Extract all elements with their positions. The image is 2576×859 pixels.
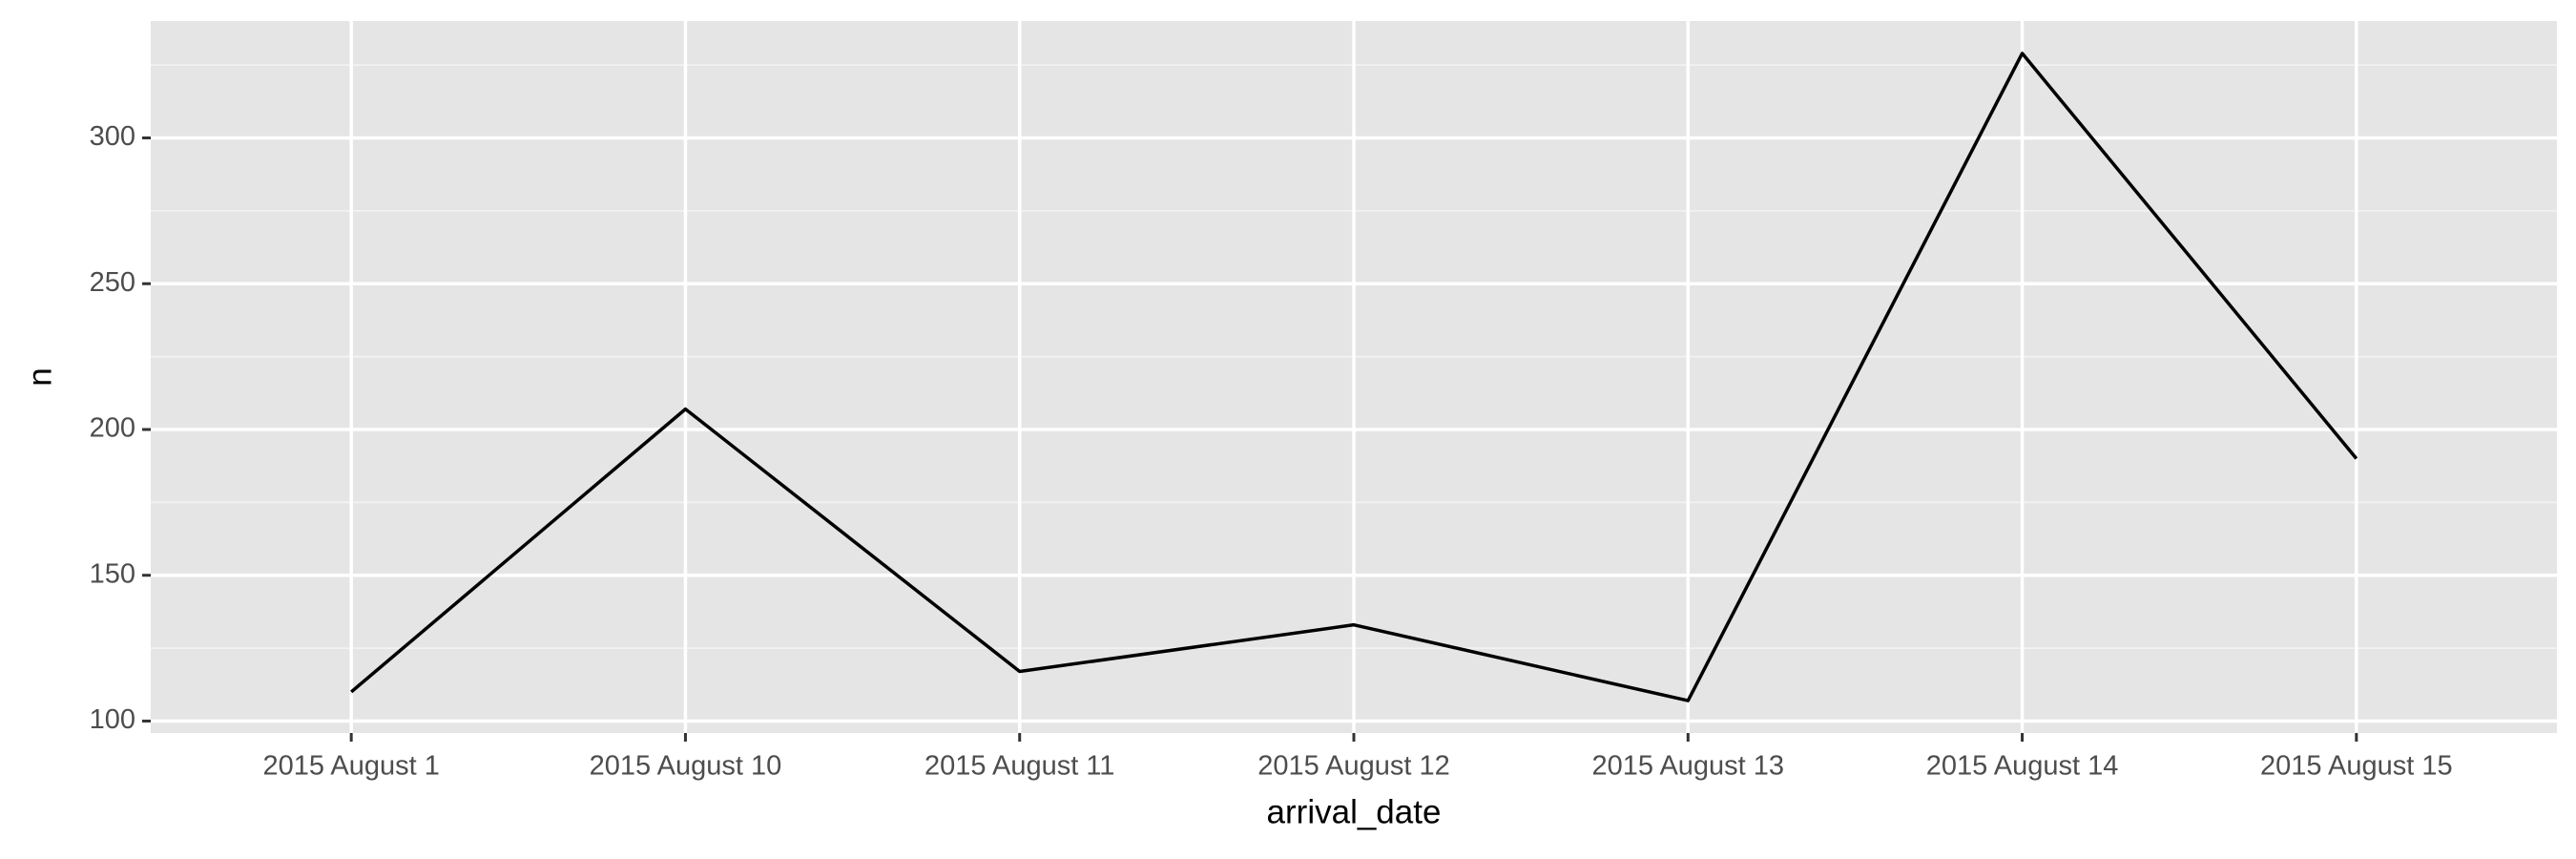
- x-tick-label: 2015 August 12: [1257, 751, 1450, 782]
- data-line: [350, 52, 2358, 702]
- y-tick-label: 150: [90, 558, 135, 589]
- y-tick-label: 100: [90, 704, 135, 735]
- x-tick-label: 2015 August 11: [924, 751, 1114, 782]
- y-tick-label: 200: [90, 413, 135, 444]
- y-axis-title: n: [21, 367, 58, 386]
- y-tick-label: 250: [90, 267, 135, 298]
- y-tick-label: 300: [90, 121, 135, 152]
- x-tick-label: 2015 August 15: [2260, 751, 2453, 782]
- x-tick-label: 2015 August 14: [1926, 751, 2119, 782]
- x-axis-title: arrival_date: [1267, 793, 1442, 830]
- x-tick-label: 2015 August 13: [1591, 751, 1784, 782]
- x-tick-label: 2015 August 1: [262, 751, 439, 782]
- x-tick-label: 2015 August 10: [590, 751, 782, 782]
